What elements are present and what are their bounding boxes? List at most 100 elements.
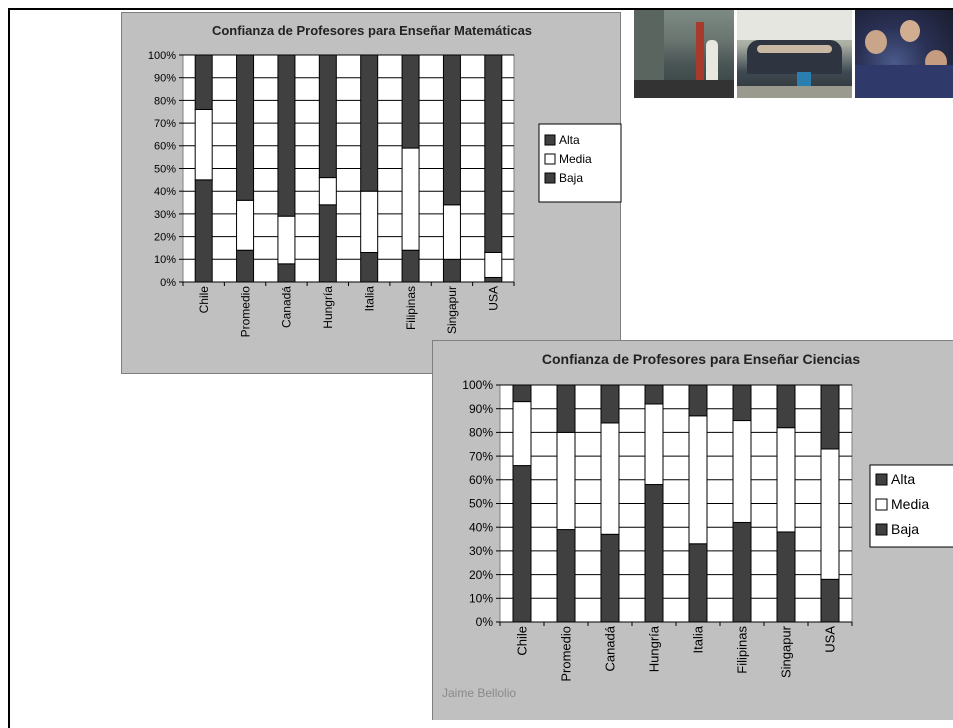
bar-segment-alta — [512, 384, 532, 403]
bar-segment-baja — [360, 251, 379, 283]
y-tick-label: 30% — [154, 209, 176, 221]
y-tick-label: 50% — [154, 163, 176, 175]
x-category-label: Canadá — [280, 286, 294, 328]
y-tick-label: 70% — [154, 118, 176, 130]
slide-frame — [8, 8, 953, 728]
x-category-label: Hungría — [647, 625, 662, 672]
x-category-label: Promedio — [559, 626, 574, 682]
x-category-label: Singapur — [779, 625, 794, 678]
bar-segment-media — [401, 147, 420, 251]
x-category-label: Promedio — [238, 286, 252, 338]
bar-segment-media — [644, 403, 664, 486]
bar-segment-baja — [236, 249, 255, 283]
bar-segment-media — [732, 420, 752, 523]
school-building-photo — [634, 10, 734, 98]
bar-segment-baja — [556, 529, 576, 623]
x-category-label: USA — [823, 626, 838, 653]
y-tick-label: 80% — [469, 426, 493, 440]
bar-segment-alta — [556, 384, 576, 433]
y-tick-label: 20% — [469, 568, 493, 582]
bar-segment-media — [688, 415, 708, 545]
bar-segment-alta — [688, 384, 708, 417]
classroom-students-photo — [855, 10, 953, 98]
bar-segment-alta — [820, 384, 840, 450]
legend-swatch-alta — [875, 473, 888, 486]
bar-segment-media — [776, 427, 796, 533]
x-category-label: Filipinas — [735, 626, 750, 674]
bar-segment-alta — [318, 54, 337, 179]
bar-segment-baja — [688, 543, 708, 623]
bar-segment-media — [442, 204, 461, 260]
bar-segment-alta — [484, 54, 503, 253]
x-category-label: USA — [487, 286, 501, 311]
y-tick-label: 90% — [154, 73, 176, 85]
bar-segment-media — [820, 448, 840, 580]
bar-segment-baja — [512, 465, 532, 623]
y-tick-label: 50% — [469, 497, 493, 511]
legend-label: Media — [891, 496, 929, 512]
y-tick-label: 20% — [154, 231, 176, 243]
y-tick-label: 0% — [476, 615, 494, 629]
y-tick-label: 70% — [469, 449, 493, 463]
bar-segment-alta — [732, 384, 752, 422]
bar-segment-alta — [776, 384, 796, 429]
bar-segment-baja — [484, 276, 503, 283]
legend-swatch-baja — [875, 523, 888, 536]
bar-segment-alta — [277, 54, 296, 217]
bar-segment-media — [556, 431, 576, 531]
bar-segment-baja — [277, 263, 296, 283]
bar-segment-media — [194, 108, 213, 181]
bar-segment-media — [360, 190, 379, 253]
x-category-label: Italia — [362, 286, 376, 312]
bar-segment-baja — [820, 578, 840, 623]
bar-segment-baja — [776, 531, 796, 623]
bar-segment-baja — [401, 249, 420, 283]
x-category-label: Canadá — [603, 625, 618, 671]
legend-swatch-media — [875, 498, 888, 511]
legend-swatch-media — [544, 153, 556, 165]
bar-segment-alta — [360, 54, 379, 192]
y-tick-label: 10% — [469, 592, 493, 606]
chart-title: Confianza de Profesores para Enseñar Mat… — [212, 23, 532, 38]
bar-segment-baja — [194, 179, 213, 283]
bar-segment-baja — [442, 258, 461, 283]
bar-segment-baja — [600, 533, 620, 623]
y-tick-label: 30% — [469, 544, 493, 558]
bar-segment-alta — [236, 54, 255, 201]
photo-strip — [634, 10, 953, 98]
chart-ciencias-svg: Confianza de Profesores para Enseñar Cie… — [462, 351, 953, 682]
bar-segment-media — [277, 215, 296, 265]
y-tick-label: 0% — [160, 277, 176, 289]
legend-swatch-alta — [544, 134, 556, 146]
chart-title: Confianza de Profesores para Enseñar Cie… — [542, 351, 860, 367]
bar-segment-media — [512, 401, 532, 467]
x-category-label: Italia — [691, 625, 706, 653]
legend-label: Alta — [891, 471, 915, 487]
x-category-label: Chile — [197, 286, 211, 314]
legend-label: Media — [559, 152, 592, 166]
bar-segment-alta — [644, 384, 664, 405]
y-tick-label: 100% — [462, 378, 493, 392]
y-tick-label: 100% — [148, 50, 176, 62]
y-tick-label: 60% — [154, 141, 176, 153]
bar-segment-media — [600, 422, 620, 535]
bar-segment-alta — [401, 54, 420, 149]
bar-segment-alta — [194, 54, 213, 110]
y-tick-label: 40% — [469, 520, 493, 534]
bar-segment-baja — [732, 521, 752, 623]
chart-matematicas: Confianza de Profesores para Enseñar Mat… — [121, 12, 622, 374]
legend-swatch-baja — [544, 172, 556, 184]
chart-ciencias: Confianza de Profesores para Enseñar Cie… — [432, 340, 953, 720]
y-tick-label: 80% — [154, 95, 176, 107]
x-category-label: Singapur — [445, 286, 459, 334]
student-group-photo — [737, 10, 852, 98]
x-category-label: Hungría — [321, 286, 335, 329]
bar-segment-media — [484, 251, 503, 278]
watermark-author: Jaime Bellolio — [442, 686, 517, 700]
bar-segment-alta — [600, 384, 620, 424]
legend-label: Baja — [559, 171, 583, 185]
legend-label: Baja — [891, 521, 919, 537]
bar-segment-baja — [318, 204, 337, 283]
bar-segment-alta — [442, 54, 461, 206]
y-tick-label: 60% — [469, 473, 493, 487]
